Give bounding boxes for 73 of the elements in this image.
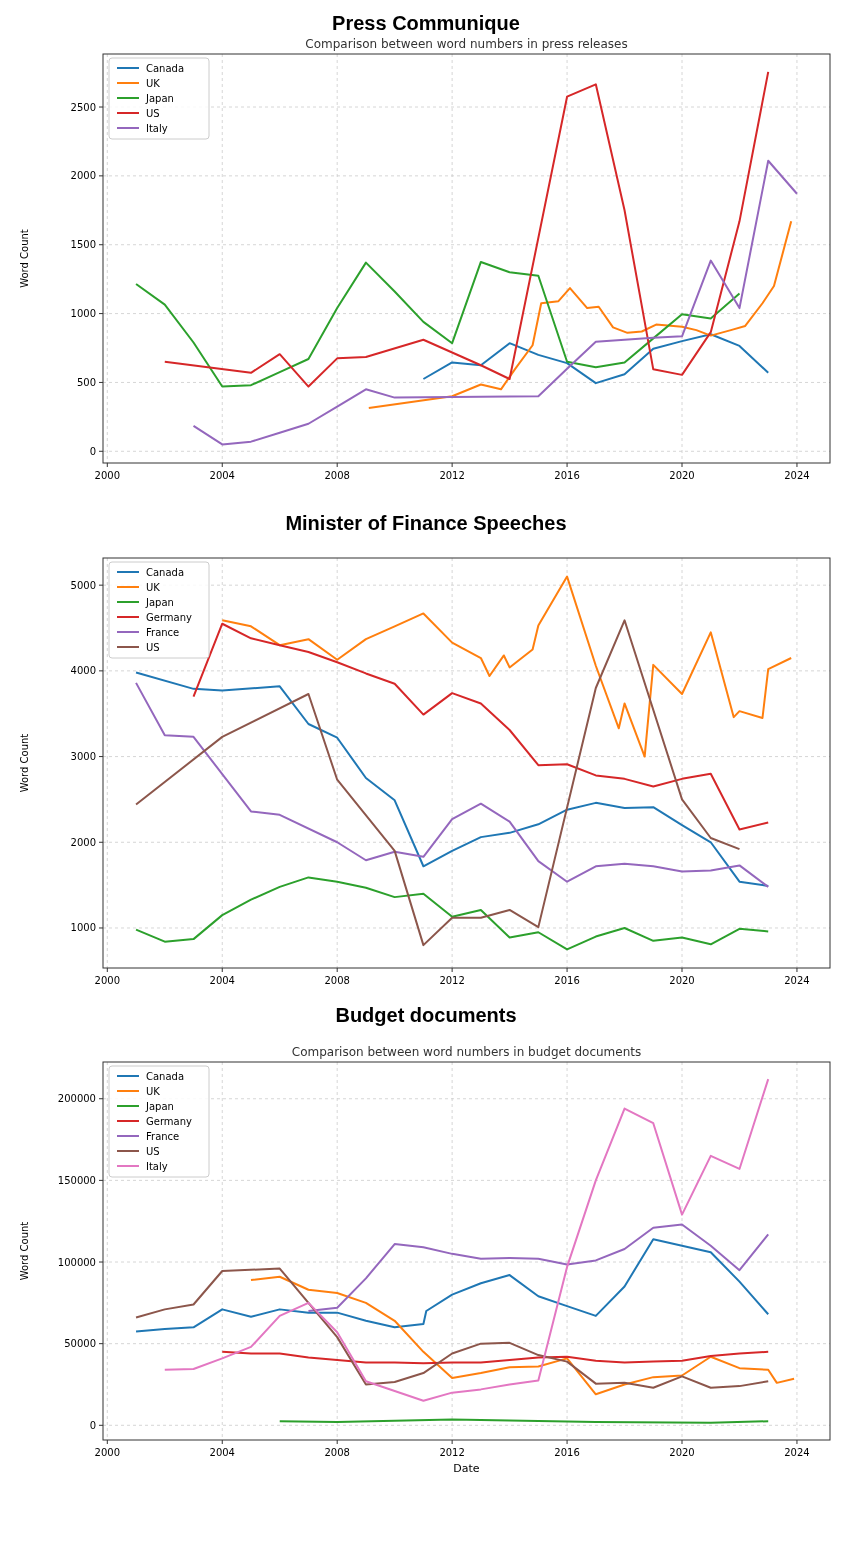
- legend-label: Canada: [146, 567, 185, 578]
- y-axis-title: Word Count: [19, 1221, 30, 1281]
- x-axis-title: Date: [453, 1462, 480, 1475]
- legend-label: Japan: [145, 597, 174, 608]
- x-tick-label: 2012: [439, 1447, 465, 1458]
- x-tick-label: 2020: [669, 975, 695, 986]
- chart-subtitle: Comparison between word numbers in budget documents: [291, 1045, 642, 1059]
- x-tick-label: 2012: [439, 470, 465, 481]
- y-tick-label: 2000: [70, 836, 96, 848]
- y-tick-label: 50000: [64, 1338, 96, 1350]
- y-tick-label: 1000: [70, 308, 96, 320]
- chart-title: Press Communique: [332, 12, 520, 34]
- line-series: [135, 1267, 770, 1389]
- y-tick-label: 500: [76, 376, 96, 388]
- chart-subtitle: Comparison between word numbers in press releases: [305, 37, 628, 51]
- chart-title: Minister of Finance Speeches: [285, 512, 567, 534]
- line-series: [192, 622, 770, 831]
- legend-label: US: [146, 108, 160, 119]
- y-tick-label: 150000: [57, 1174, 96, 1186]
- line-series: [221, 1350, 770, 1365]
- x-tick-label: 2024: [784, 1447, 810, 1458]
- x-tick-label: 2016: [554, 1447, 580, 1458]
- line-series: [307, 1223, 770, 1313]
- y-tick-label: 0: [89, 445, 96, 457]
- x-tick-label: 2012: [439, 975, 465, 986]
- y-tick-label: 2000: [70, 170, 96, 182]
- y-tick-label: 100000: [57, 1256, 96, 1268]
- x-tick-label: 2004: [209, 470, 235, 481]
- line-series: [367, 220, 793, 409]
- legend-label: France: [146, 1131, 180, 1142]
- y-axis-title: Word Count: [19, 229, 30, 288]
- y-axis-title: Word Count: [19, 733, 30, 793]
- line-series: [192, 159, 798, 446]
- x-tick-label: 2008: [324, 1447, 350, 1458]
- legend-label: Japan: [145, 93, 174, 104]
- y-tick-label: 5000: [70, 579, 96, 591]
- y-tick-label: 4000: [70, 665, 96, 677]
- legend-label: France: [146, 627, 180, 638]
- legend-label: UK: [146, 1086, 161, 1097]
- chart-title: Budget documents: [335, 1004, 517, 1026]
- x-tick-label: 2020: [669, 470, 695, 481]
- y-tick-label: 2500: [70, 101, 96, 113]
- legend-label: Germany: [146, 1116, 193, 1127]
- legend-label: Germany: [146, 612, 193, 623]
- line-series: [135, 876, 770, 951]
- y-tick-label: 0: [89, 1419, 96, 1431]
- legend-label: Canada: [146, 63, 185, 74]
- y-tick-label: 1000: [70, 922, 96, 934]
- line-series: [135, 260, 741, 388]
- legend-label: US: [146, 1146, 160, 1157]
- legend-label: Canada: [146, 1071, 185, 1082]
- x-tick-label: 2016: [554, 470, 580, 481]
- legend-label: UK: [146, 78, 161, 89]
- legend-label: Japan: [145, 1101, 174, 1112]
- x-tick-label: 2024: [784, 470, 810, 481]
- x-tick-label: 2008: [324, 975, 350, 986]
- x-tick-label: 2016: [554, 975, 580, 986]
- x-tick-label: 2004: [209, 975, 235, 986]
- line-series: [249, 1275, 796, 1396]
- legend-label: UK: [146, 582, 161, 593]
- y-tick-label: 200000: [57, 1093, 96, 1105]
- x-tick-label: 2020: [669, 1447, 695, 1458]
- line-series: [221, 575, 793, 758]
- y-tick-label: 1500: [70, 239, 96, 251]
- legend-label: Italy: [146, 123, 168, 134]
- line-series: [422, 333, 770, 385]
- x-tick-label: 2008: [324, 470, 350, 481]
- line-series: [135, 1238, 770, 1333]
- legend-label: US: [146, 642, 160, 653]
- x-tick-label: 2024: [784, 975, 810, 986]
- x-tick-label: 2004: [209, 1447, 235, 1458]
- y-tick-label: 3000: [70, 751, 96, 763]
- legend-label: Italy: [146, 1161, 168, 1172]
